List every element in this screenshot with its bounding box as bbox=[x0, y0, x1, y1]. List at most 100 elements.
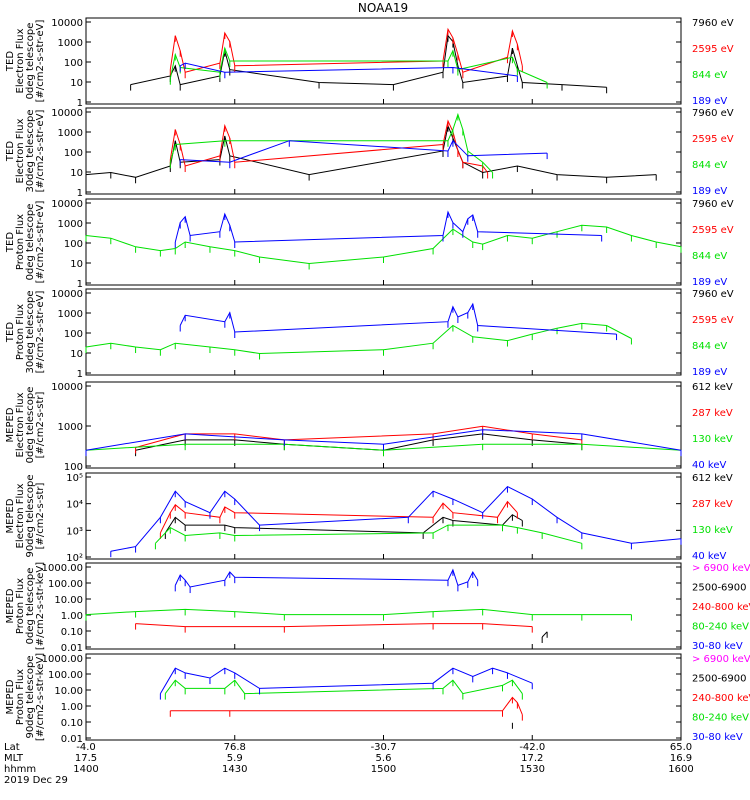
x-tick-label-lat: 76.8 bbox=[224, 742, 246, 753]
legend-entry: 2595 eV bbox=[692, 134, 734, 145]
legend-entry: 189 eV bbox=[692, 96, 727, 107]
y-axis-label-line: Electron Flux bbox=[15, 28, 26, 93]
legend-entry: 130 keV bbox=[692, 525, 733, 536]
y-axis-label-line: [#/cm2-s-str] bbox=[35, 391, 46, 458]
legend-entry: 40 keV bbox=[692, 551, 726, 562]
y-tick-label: 10⁴ bbox=[66, 500, 83, 511]
legend-entry: 844 eV bbox=[692, 70, 727, 81]
legend-entry: 189 eV bbox=[692, 367, 727, 378]
y-axis-label-line: 30deg telescope bbox=[25, 109, 36, 192]
y-tick-label: 100 bbox=[64, 58, 83, 69]
series-line bbox=[169, 46, 548, 83]
y-tick-label: 0.10 bbox=[61, 627, 83, 638]
y-tick-label: 1000.00 bbox=[42, 654, 83, 665]
legend-entry: 844 eV bbox=[692, 160, 727, 171]
y-tick-label: 10 bbox=[70, 259, 83, 270]
legend-entry: 844 eV bbox=[692, 341, 727, 352]
y-axis-label-line: 90deg telescope bbox=[25, 655, 36, 738]
legend-entry: 80-240 keV bbox=[692, 622, 749, 633]
x-axis-row-label: Lat bbox=[4, 742, 20, 753]
date-label: 2019 Dec 29 bbox=[4, 775, 68, 786]
panel-ted-e-0: 10000 1000 100 10 1 TEDElectron Flux0deg tele… bbox=[5, 17, 734, 109]
y-tick-label: 10³ bbox=[66, 526, 83, 537]
series-line bbox=[164, 679, 523, 695]
y-tick-label: 100 bbox=[64, 239, 83, 250]
y-axis-label-line: [#/cm2-s-str-keV] bbox=[35, 653, 46, 741]
legend-entry: 240-800 keV bbox=[692, 602, 750, 613]
series-line bbox=[179, 302, 617, 335]
x-tick-label-hhmm: 1430 bbox=[222, 764, 247, 775]
y-axis-label-line: TED bbox=[5, 232, 16, 253]
y-tick-label: 1 bbox=[77, 279, 83, 290]
y-tick-label: 1.00 bbox=[61, 611, 83, 622]
y-axis-label-line: MEPED bbox=[5, 588, 16, 623]
y-axis-label: MEPEDProton Flux90deg telescope[#/cm2-s-… bbox=[5, 653, 46, 741]
panel-ted-p-30: 10000 1000 100 10 1 TEDProton Flux30deg teles… bbox=[5, 288, 734, 380]
x-tick-label-mlt: 16.9 bbox=[670, 753, 692, 764]
legend-entry: 287 keV bbox=[692, 499, 733, 510]
panel-meped-p-0: 1000.00 100.00 10.00 1.00 0.10 0.01 MEPEDProto… bbox=[5, 562, 750, 654]
legend-entry: 2500-6900 bbox=[692, 674, 747, 685]
series-line bbox=[135, 623, 533, 628]
y-tick-label: 10000 bbox=[51, 108, 83, 119]
legend-entry: 130 keV bbox=[692, 434, 733, 445]
y-tick-label: 10.00 bbox=[54, 595, 83, 606]
legend-entry: 287 keV bbox=[692, 408, 733, 419]
legend-entry: 7960 eV bbox=[692, 289, 734, 300]
y-axis-label-line: Electron Flux bbox=[15, 483, 26, 548]
y-tick-label: 10 bbox=[70, 168, 83, 179]
series-line bbox=[85, 322, 632, 355]
y-axis-label-line: Proton Flux bbox=[15, 304, 26, 360]
y-axis-label: MEPEDElectron Flux0deg telescope[#/cm2-s… bbox=[5, 387, 46, 464]
legend-entry: 240-800 keV bbox=[692, 693, 750, 704]
y-tick-label: 1 bbox=[77, 369, 83, 380]
legend-entry: 189 eV bbox=[692, 277, 727, 288]
y-tick-label: 10 bbox=[70, 78, 83, 89]
legend-entry: 844 eV bbox=[692, 251, 727, 262]
panel-meped-p-90: 1000.00 100.00 10.00 1.00 0.10 0.01 MEPEDProto… bbox=[5, 653, 750, 745]
y-axis-label-line: [#/cm2-s-str-eV] bbox=[35, 201, 46, 284]
y-axis-label-line: 30deg telescope bbox=[25, 290, 36, 373]
y-tick-label: 100 bbox=[64, 148, 83, 159]
y-tick-label: 10.00 bbox=[54, 686, 83, 697]
y-axis-label-line: TED bbox=[5, 51, 16, 72]
legend-entry: 2595 eV bbox=[692, 44, 734, 55]
y-axis-label-line: [#/cm2-s-str-keV] bbox=[35, 562, 46, 650]
x-axis-row-label: hhmm bbox=[4, 764, 36, 775]
x-tick-label-hhmm: 1600 bbox=[668, 764, 693, 775]
y-axis-label-line: 0deg telescope bbox=[25, 568, 36, 645]
y-tick-label: 1000 bbox=[58, 38, 83, 49]
y-axis-label: TEDProton Flux30deg telescope[#/cm2-s-st… bbox=[5, 290, 46, 373]
legend-entry: > 6900 keV bbox=[692, 654, 750, 665]
y-axis-label-line: [#/cm2-s-str-eV] bbox=[35, 291, 46, 374]
legend-entry: 7960 eV bbox=[692, 18, 734, 29]
series-line bbox=[541, 631, 548, 638]
y-tick-label: 1000 bbox=[58, 219, 83, 230]
y-axis-label: MEPEDProton Flux0deg telescope[#/cm2-s-s… bbox=[5, 562, 46, 650]
x-tick-label-hhmm: 1530 bbox=[520, 764, 545, 775]
y-tick-label: 10000 bbox=[51, 382, 83, 393]
x-tick-label-mlt: 5.6 bbox=[376, 753, 392, 764]
y-tick-label: 10 bbox=[70, 349, 83, 360]
y-axis-label-line: Proton Flux bbox=[15, 669, 26, 725]
y-axis-label-line: 0deg telescope bbox=[25, 204, 36, 281]
y-axis-label-line: MEPED bbox=[5, 498, 16, 533]
legend-entry: 7960 eV bbox=[692, 199, 734, 210]
y-tick-label: 100 bbox=[64, 462, 83, 473]
series-line bbox=[169, 119, 488, 173]
series-line bbox=[169, 27, 523, 73]
y-tick-label: 1000 bbox=[58, 422, 83, 433]
y-axis-label: MEPEDElectron Flux90deg telescope[#/cm2-… bbox=[5, 474, 46, 557]
y-tick-label: 10000 bbox=[51, 289, 83, 300]
y-tick-label: 1000 bbox=[58, 309, 83, 320]
panel-frame bbox=[85, 653, 682, 741]
y-axis-label-line: [#/cm2-s-str-eV] bbox=[35, 110, 46, 193]
y-tick-label: 1 bbox=[77, 98, 83, 109]
series-line bbox=[130, 34, 607, 88]
y-tick-label: 0.01 bbox=[61, 643, 83, 654]
panel-frame bbox=[85, 288, 682, 376]
panel-frame bbox=[85, 107, 682, 195]
legend-entry: 2595 eV bbox=[692, 315, 734, 326]
legend-entry: 30-80 keV bbox=[692, 732, 743, 743]
